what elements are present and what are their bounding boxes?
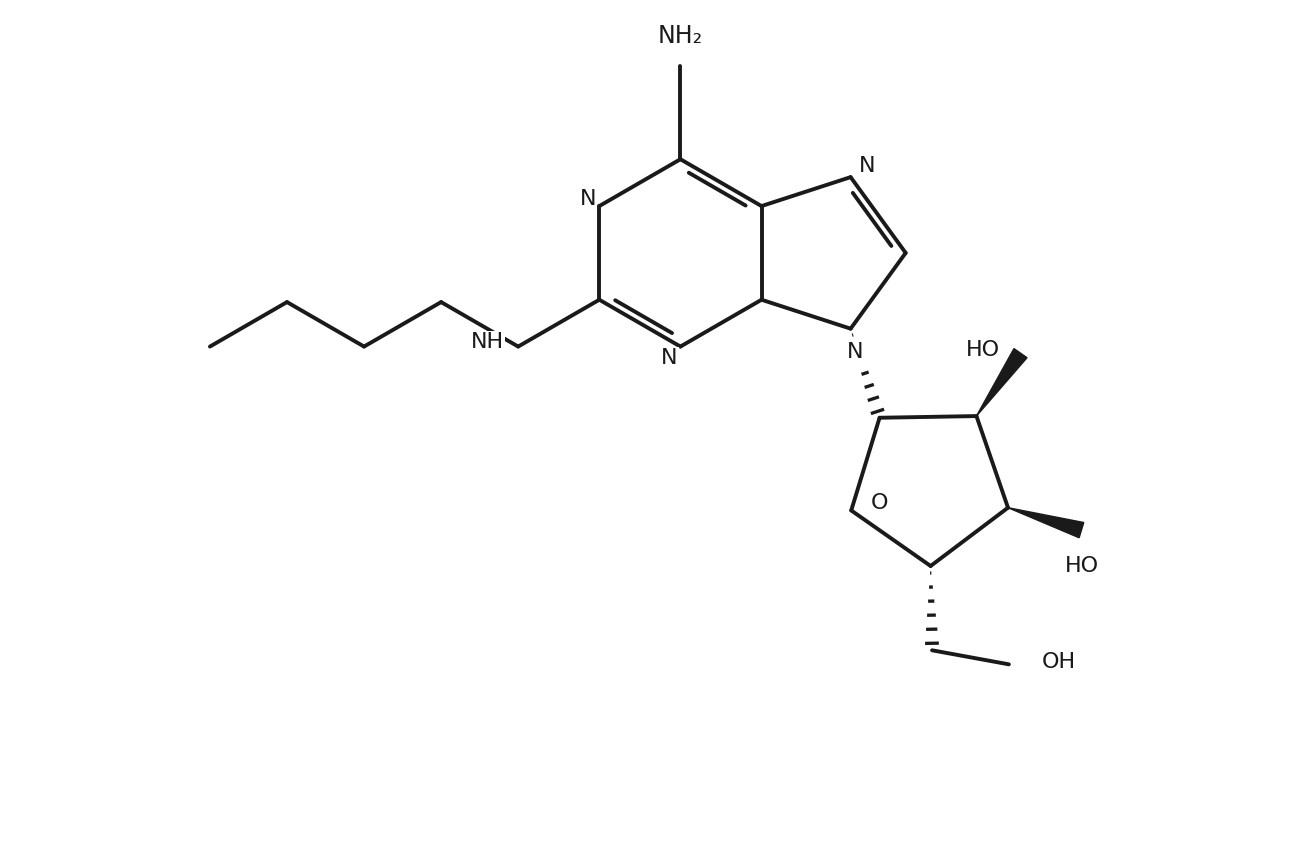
Text: HO: HO xyxy=(966,341,1000,360)
Text: N: N xyxy=(848,342,863,362)
Text: N: N xyxy=(579,189,597,208)
Polygon shape xyxy=(976,349,1028,416)
Text: NH₂: NH₂ xyxy=(658,24,703,47)
Text: O: O xyxy=(871,493,888,513)
Text: N: N xyxy=(661,348,678,368)
Text: N: N xyxy=(859,156,875,176)
Text: NH: NH xyxy=(470,332,505,352)
Polygon shape xyxy=(1008,507,1084,538)
Text: OH: OH xyxy=(1042,652,1076,673)
Text: HO: HO xyxy=(1064,556,1099,576)
